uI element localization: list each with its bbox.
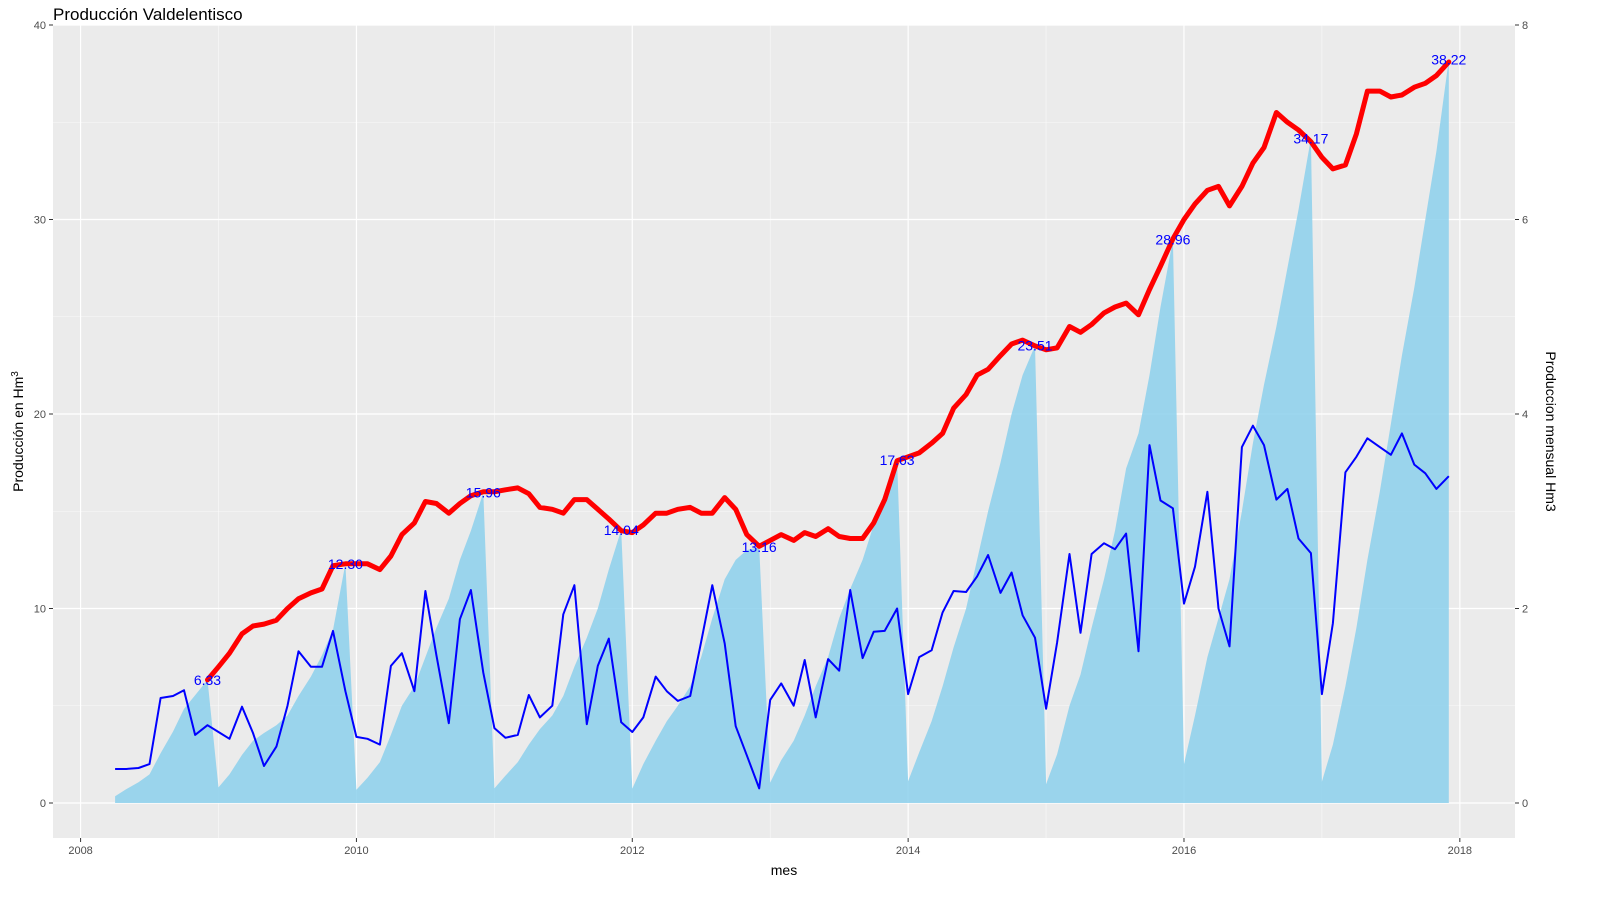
rolling-line — [205, 59, 1452, 683]
x-tick-label: 2014 — [896, 845, 920, 857]
axes: 2008 2010 2012 2014 2016 2018 0 10 20 30 40 0 2 4 6 8 — [34, 20, 1528, 857]
data-labels: 6.33 12.30 15.96 14.04 13.16 17.63 23.51 28.96 3… — [194, 52, 1467, 688]
x-tick-label: 2016 — [1172, 845, 1196, 857]
x-tick-label: 2018 — [1448, 845, 1472, 857]
data-label: 15.96 — [466, 485, 501, 501]
x-tick-label: 2012 — [620, 845, 644, 857]
y2-tick-label: 4 — [1522, 409, 1528, 421]
y2-tick-label: 6 — [1522, 214, 1528, 226]
data-label: 34.17 — [1293, 130, 1328, 146]
x-tick-label: 2010 — [344, 845, 368, 857]
y-tick-label: 40 — [34, 20, 46, 32]
y2-tick-label: 8 — [1522, 20, 1528, 32]
y-tick-label: 0 — [40, 798, 46, 810]
data-label: 23.51 — [1017, 338, 1052, 354]
y2-tick-label: 0 — [1522, 798, 1528, 810]
y-tick-label: 20 — [34, 409, 46, 421]
data-label: 17.63 — [880, 452, 915, 468]
data-label: 6.33 — [194, 672, 221, 688]
monthly-line — [115, 424, 1450, 790]
data-label: 12.30 — [328, 556, 363, 572]
series-layer — [115, 59, 1452, 804]
cumulative-area — [115, 59, 1449, 804]
chart-title: Producción Valdelentisco — [53, 5, 243, 24]
y-axis-title: Producción en Hm3 — [10, 371, 27, 492]
data-label: 13.16 — [742, 539, 777, 555]
y-tick-label: 10 — [34, 603, 46, 615]
x-axis-title: mes — [771, 862, 797, 878]
x-tick-label: 2008 — [68, 845, 92, 857]
data-label: 14.04 — [604, 522, 639, 538]
data-label: 38.22 — [1431, 52, 1466, 68]
y-tick-label: 30 — [34, 214, 46, 226]
y2-tick-label: 2 — [1522, 603, 1528, 615]
data-label: 28.96 — [1155, 232, 1190, 248]
y2-axis-title: Produccion mensual Hm3 — [1543, 351, 1559, 512]
